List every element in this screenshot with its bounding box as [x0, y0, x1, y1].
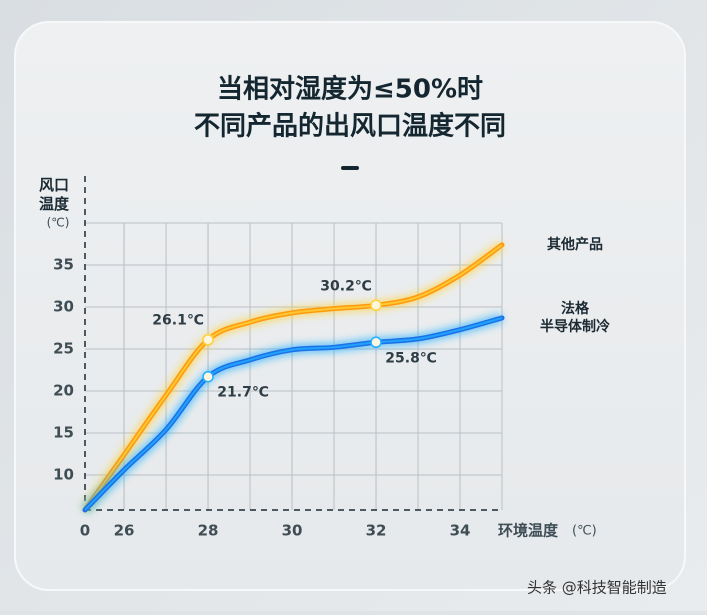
y-axis-label-line: 风口 [39, 176, 69, 194]
y-tick-label: 20 [53, 381, 74, 399]
line-highlight [84, 244, 503, 511]
chart-title: 当相对湿度为≤50%时 [217, 74, 483, 105]
y-tick-label: 35 [53, 255, 74, 273]
watermark: 头条 @科技智能制造 [527, 579, 667, 597]
y-tick-label: 10 [53, 465, 74, 483]
legend-label-line: 半导体制冷 [540, 318, 610, 335]
x-axis-label: 环境温度 [498, 522, 559, 540]
y-tick-label: 15 [53, 423, 74, 441]
y-axis-unit: (℃) [47, 216, 70, 230]
y-tick-label: 25 [53, 339, 74, 357]
legend-label-line: 其他产品 [547, 236, 603, 253]
divider [341, 166, 359, 170]
line-highlight [84, 316, 503, 511]
origin-label: 0 [80, 522, 90, 540]
x-tick-label: 32 [366, 522, 387, 540]
y-axis-label: 风口温度 [39, 176, 70, 213]
point-marker [202, 370, 214, 383]
legend-label: 其他产品 [547, 236, 603, 253]
value-label: 30.2℃ [320, 278, 372, 294]
y-tick-label: 30 [53, 297, 74, 315]
value-label: 25.8℃ [385, 350, 437, 366]
x-tick-label: 34 [450, 522, 471, 540]
x-tick-label: 26 [114, 522, 135, 540]
x-tick-label: 30 [282, 522, 303, 540]
y-axis-label-line: 温度 [39, 195, 70, 213]
legend-label: 法格半导体制冷 [540, 300, 610, 335]
value-label: 21.7℃ [217, 385, 269, 401]
value-label: 26.1℃ [152, 313, 204, 329]
x-tick-label: 28 [198, 522, 219, 540]
point-marker [202, 333, 214, 346]
point-marker [370, 299, 382, 312]
point-marker [370, 336, 382, 349]
chart-subtitle: 不同产品的出风口温度不同 [194, 111, 506, 142]
x-axis-unit: (℃) [572, 524, 597, 539]
legend-label-line: 法格 [561, 300, 590, 317]
